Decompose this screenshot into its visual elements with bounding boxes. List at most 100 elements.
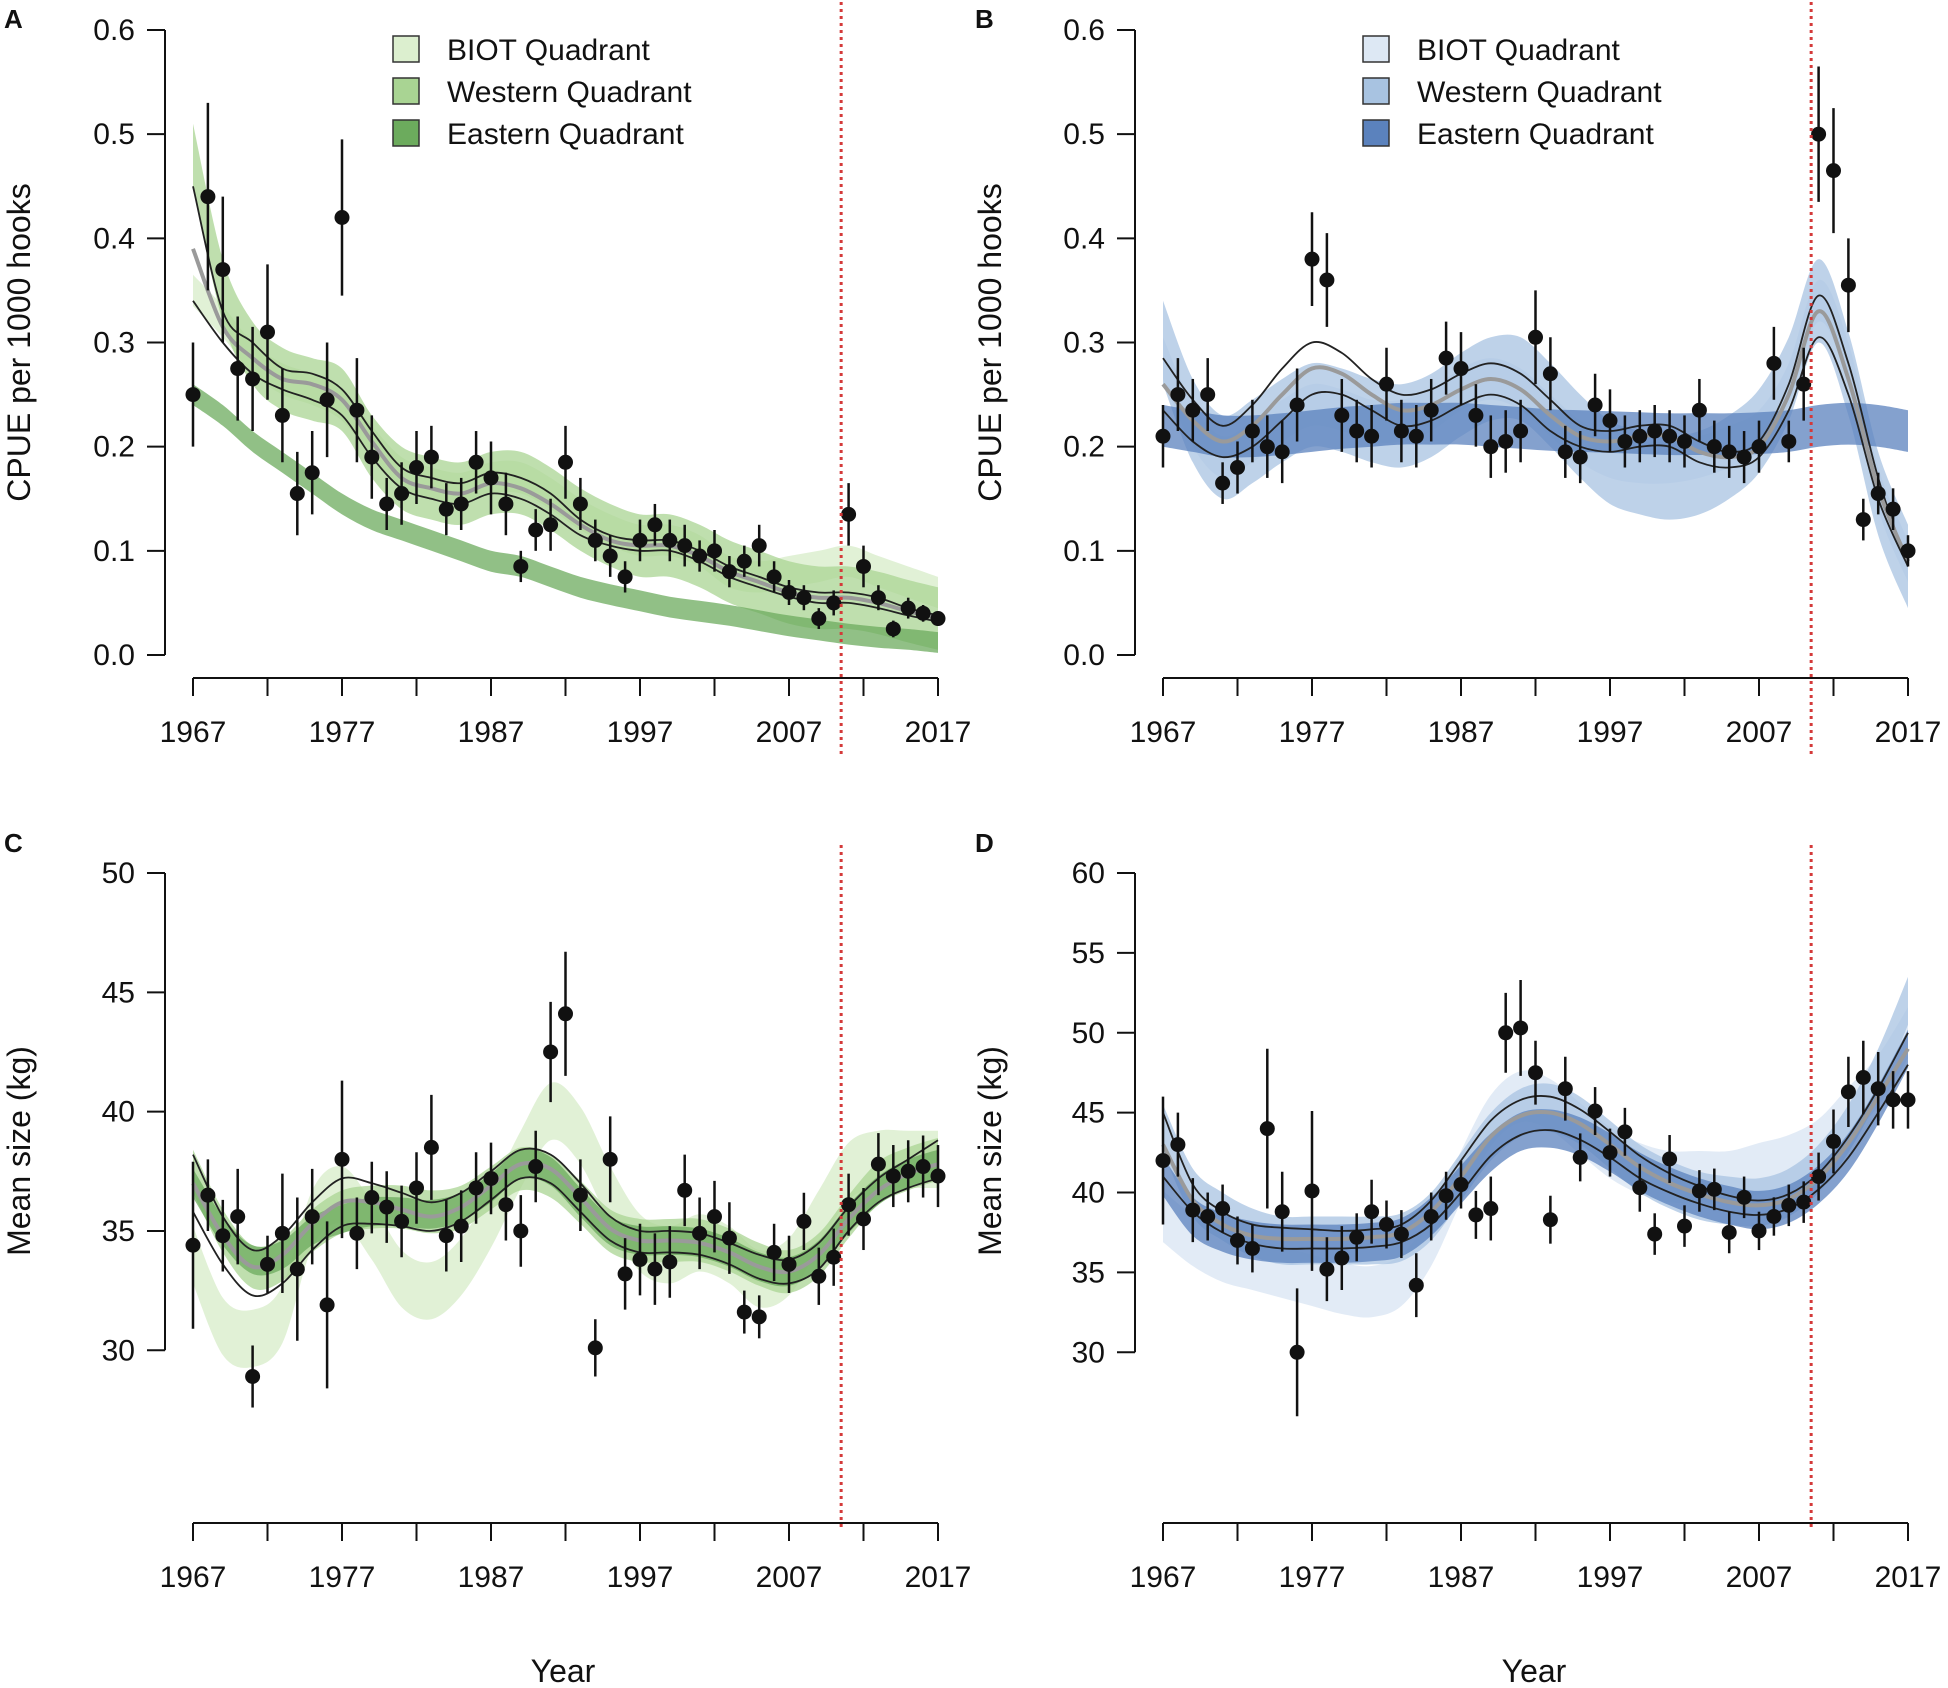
data-point-a: [930, 611, 946, 627]
data-point-b: [1334, 407, 1350, 423]
data-point-b: [1230, 460, 1245, 475]
data-point-d: [1706, 1181, 1722, 1197]
data-point-c: [289, 1261, 305, 1277]
panel-c: C: [4, 828, 23, 858]
data-point-d: [1423, 1209, 1439, 1225]
data-point-d: [1304, 1183, 1320, 1199]
data-point-c: [468, 1180, 484, 1196]
data-point-a: [781, 585, 797, 600]
y-tick-label-b: 0.5: [1063, 118, 1105, 151]
data-point-b: [1796, 376, 1812, 392]
data-point-a: [513, 558, 529, 574]
panel-letter-d: D: [975, 828, 994, 858]
data-point-a: [617, 569, 633, 585]
data-point-c: [587, 1340, 603, 1356]
data-point-a: [811, 611, 827, 627]
data-point-a: [304, 465, 320, 481]
data-point-b: [1855, 512, 1871, 528]
data-point-a: [185, 387, 201, 403]
fit-b-overall-mean: [1161, 309, 1910, 563]
data-point-d: [1662, 1151, 1678, 1167]
data-point-c: [483, 1170, 499, 1186]
data-point-d: [1244, 1240, 1260, 1256]
data-point-a: [215, 262, 231, 278]
x-tick-label-c: 1997: [607, 1561, 674, 1594]
legend-label-b: Eastern Quadrant: [1417, 118, 1654, 151]
data-point-d: [1617, 1124, 1633, 1140]
x-tick-label-a: 2017: [905, 716, 972, 749]
y-tick-label-d: 55: [1072, 937, 1105, 970]
data-point-d: [1349, 1229, 1365, 1245]
data-point-d: [1513, 1020, 1529, 1036]
data-point-b: [1766, 355, 1782, 371]
band-d-biot-quadrant: [1163, 1007, 1908, 1318]
x-tick-label-d: 1967: [1130, 1561, 1197, 1594]
data-point-d: [1185, 1202, 1201, 1218]
data-point-b: [1453, 361, 1469, 377]
legend-label-a: Western Quadrant: [447, 76, 692, 109]
data-point-d: [1900, 1092, 1916, 1108]
data-point-a: [721, 564, 737, 580]
data-point-d: [1855, 1070, 1871, 1086]
y-tick-label-c: 35: [102, 1215, 135, 1248]
data-point-b: [1498, 433, 1514, 449]
data-point-d: [1602, 1145, 1618, 1161]
y-tick-label-b: 0.2: [1063, 431, 1105, 464]
data-point-a: [349, 402, 365, 418]
legend-swatch-b: [1362, 35, 1390, 63]
y-tick-label-d: 35: [1072, 1256, 1105, 1289]
y-tick-label-d: 60: [1072, 857, 1105, 890]
data-point-d: [1736, 1189, 1752, 1205]
data-point-a: [274, 407, 290, 423]
data-point-c: [811, 1268, 827, 1284]
panel-letter-c: C: [4, 828, 23, 858]
data-point-a: [245, 371, 261, 387]
data-point-c: [707, 1209, 722, 1225]
legend-label-a: Eastern Quadrant: [447, 118, 684, 151]
data-point-b: [1826, 163, 1841, 179]
x-tick-label-d: 1987: [1428, 1561, 1495, 1594]
panel-d: D: [975, 828, 994, 858]
x-tick-label-b: 1987: [1428, 716, 1495, 749]
data-point-c: [930, 1168, 946, 1184]
y-tick-label-d: 30: [1072, 1336, 1105, 1369]
data-point-b: [1483, 439, 1499, 455]
data-point-c: [677, 1182, 693, 1198]
x-tick-label-a: 1967: [160, 716, 227, 749]
data-point-c: [498, 1197, 514, 1213]
x-tick-label-b: 1997: [1577, 716, 1644, 749]
x-tick-label-b: 2007: [1726, 716, 1793, 749]
x-tick-label-c: 1977: [309, 1561, 376, 1594]
y-tick-label-d: 45: [1072, 1097, 1105, 1130]
y-tick-label-a: 0.2: [93, 431, 135, 464]
x-tick-label-c: 2017: [905, 1561, 972, 1594]
data-point-a: [394, 486, 410, 502]
data-point-b: [1542, 366, 1558, 382]
data-point-a: [900, 600, 916, 616]
data-point-d: [1170, 1137, 1186, 1153]
data-point-b: [1721, 444, 1737, 460]
data-point-a: [766, 569, 782, 585]
data-point-c: [632, 1252, 648, 1268]
data-point-b: [1870, 486, 1886, 502]
data-point-c: [796, 1213, 812, 1229]
data-point-b: [1647, 423, 1663, 439]
data-point-c: [409, 1180, 424, 1196]
data-point-b: [1408, 428, 1424, 444]
y-tick-label-a: 0.1: [93, 535, 135, 568]
data-point-c: [915, 1159, 931, 1175]
data-point-b: [1170, 387, 1186, 403]
panel-letter-b: B: [975, 4, 994, 34]
data-point-a: [602, 548, 618, 564]
x-tick-label-a: 1997: [607, 716, 674, 749]
data-point-d: [1200, 1209, 1216, 1225]
data-point-b: [1364, 428, 1380, 444]
data-point-c: [558, 1006, 573, 1022]
band-b-eastern-quadrant: [1163, 402, 1908, 458]
data-point-a: [662, 532, 678, 548]
data-point-b: [1185, 402, 1201, 418]
data-point-d: [1438, 1188, 1454, 1204]
data-point-b: [1677, 433, 1692, 449]
data-point-a: [572, 496, 588, 512]
data-point-a: [468, 454, 484, 470]
